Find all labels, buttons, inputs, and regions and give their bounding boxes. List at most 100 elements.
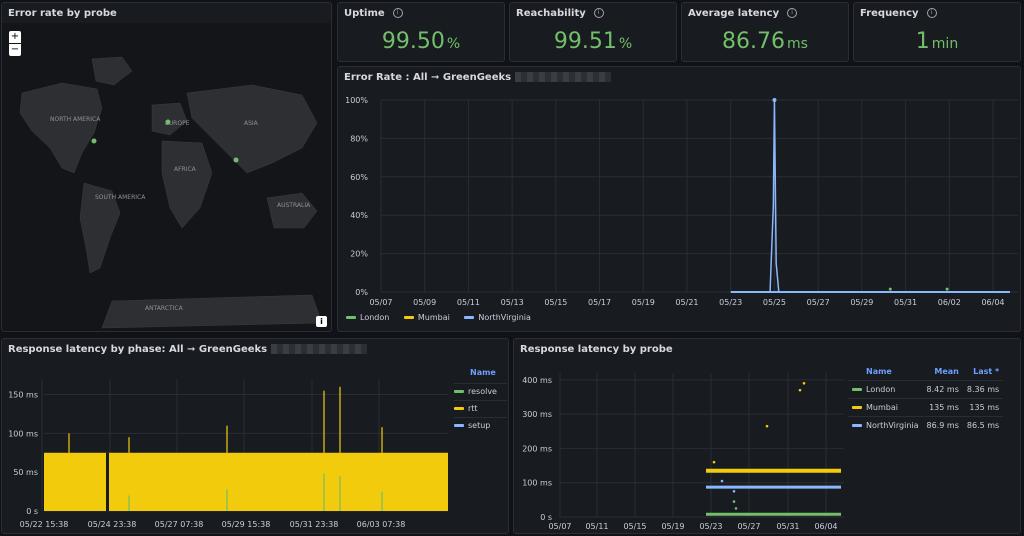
x-tick-label: 05/15 [544, 298, 567, 307]
data-point-mumbai [712, 460, 716, 464]
x-tick-label: 05/19 [661, 522, 684, 531]
x-tick-label: 05/15 [623, 522, 646, 531]
col-header-mean[interactable]: Mean [934, 367, 959, 376]
y-tick-label: 20% [350, 250, 368, 259]
latency-by-phase-chart[interactable]: 150 ms 100 ms 50 ms 0 s 05/22 15:38 05/24 23:… [2, 339, 509, 534]
x-tick-label: 05/31 23:38 [290, 520, 339, 529]
legend-item-mumbai[interactable]: Mumbai [403, 313, 450, 322]
probe-marker-london[interactable] [165, 119, 171, 125]
stat-latency-value: 86.76 [722, 29, 786, 54]
table-row[interactable]: Mumbai 135 ms 135 ms [848, 398, 1004, 417]
y-tick-label: 150 ms [8, 391, 38, 400]
x-tick-label: 06/04 [814, 522, 837, 531]
x-tick-label: 05/21 [675, 298, 698, 307]
legend-swatch [454, 407, 464, 410]
stat-reachability-value-wrap: 99.51% [510, 29, 676, 54]
x-tick-label: 06/04 [981, 298, 1004, 307]
legend-item-northvirginia[interactable]: NorthVirginia [464, 313, 531, 322]
map-panel-title: Error rate by probe [8, 8, 117, 19]
stat-latency-unit: ms [787, 36, 808, 52]
col-header-name[interactable]: Name [866, 367, 892, 376]
stat-reachability-unit: % [618, 36, 633, 52]
continent-label-europe: EUROPE [165, 120, 190, 127]
y-tick-label: 50 ms [13, 468, 38, 477]
latency-by-probe-panel: Response latency by probe 400 ms 300 ms 20… [513, 338, 1021, 534]
world-map[interactable]: NORTH AMERICA EUROPE ASIA AFRICA SOUTH A… [2, 23, 332, 332]
y-tick-label: 100 ms [522, 479, 552, 488]
x-tick-label: 05/31 [894, 298, 917, 307]
stat-reachability: Reachability i 99.51% [509, 2, 677, 62]
row-mean: 135 ms [922, 398, 963, 417]
info-icon[interactable]: i [787, 8, 798, 18]
legend-item-resolve[interactable]: resolve [454, 383, 507, 400]
y-tick-label: 80% [350, 134, 368, 143]
stat-frequency-value: 1 [915, 29, 930, 54]
stat-frequency: Frequency i 1 min [853, 2, 1021, 62]
legend-item-rtt[interactable]: rtt [454, 400, 507, 417]
y-tick-label: 400 ms [522, 376, 552, 385]
x-tick-label: 05/23 [699, 522, 722, 531]
x-tick-label: 05/13 [501, 298, 524, 307]
stat-uptime-unit: % [446, 36, 461, 52]
info-icon[interactable]: i [392, 8, 403, 18]
x-tick-label: 05/11 [457, 298, 480, 307]
legend-swatch [403, 316, 414, 319]
legend-swatch [454, 424, 464, 427]
row-name: Mumbai [866, 403, 898, 412]
table-row[interactable]: London 8.42 ms 8.36 ms [848, 380, 1004, 399]
probe-marker-mumbai[interactable] [233, 157, 239, 163]
legend-label-mumbai: Mumbai [417, 313, 450, 322]
y-tick-label: 100% [345, 96, 368, 105]
legend-label-london: London [360, 313, 390, 322]
data-point-northvirginia [720, 479, 724, 483]
y-tick-label: 40% [350, 211, 368, 220]
legend-label-resolve: resolve [468, 387, 497, 396]
x-tick-label: 05/27 [807, 298, 830, 307]
col-header-last[interactable]: Last * [973, 367, 1000, 376]
error-rate-panel: Error Rate : All ➞ GreenGeeks 100% 80% 60%… [337, 66, 1021, 332]
error-rate-legend: London Mumbai NorthVirginia [346, 313, 531, 322]
x-tick-label: 05/19 [632, 298, 655, 307]
data-point-london [732, 500, 736, 503]
row-last: 135 ms [962, 398, 1004, 417]
zoom-out-button[interactable]: − [9, 44, 21, 56]
x-tick-label: 06/03 07:38 [357, 520, 406, 529]
stat-uptime-value: 99.50 [381, 29, 445, 54]
info-icon[interactable]: i [926, 8, 937, 18]
redacted-host [515, 72, 612, 82]
data-point-london [945, 287, 949, 291]
stat-frequency-unit: min [931, 36, 959, 52]
x-tick-label: 05/07 [369, 298, 392, 307]
legend-label-setup: setup [468, 421, 491, 430]
latency-by-probe-chart[interactable]: 400 ms 300 ms 200 ms 100 ms 0 s05/07 05/11 05/… [514, 339, 1021, 534]
x-tick-label: 05/27 [737, 522, 760, 531]
x-tick-label: 05/24 23:38 [88, 520, 137, 529]
series-area-gap [106, 452, 109, 511]
x-tick-label: 05/25 [763, 298, 786, 307]
stat-latency-value-wrap: 86.76 ms [682, 29, 848, 54]
stat-frequency-label: Frequency [860, 8, 919, 19]
data-point-northvirginia-peak [772, 98, 777, 102]
data-point-mumbai [802, 381, 806, 385]
continent-label-asia: ASIA [244, 120, 259, 127]
map-info-button[interactable]: i [316, 316, 327, 327]
y-tick-label: 0 s [26, 507, 38, 516]
legend-item-setup[interactable]: setup [454, 417, 507, 434]
x-tick-label: 05/09 [413, 298, 436, 307]
legend-swatch [464, 316, 475, 319]
y-tick-label: 200 ms [522, 444, 552, 453]
row-mean: 8.42 ms [922, 380, 963, 399]
legend-item-london[interactable]: London [346, 313, 389, 322]
error-rate-chart[interactable]: 100% 80% 60% 40% 20% 0%05/07 05/09 05/11 05/13 05… [338, 67, 1021, 332]
info-icon[interactable]: i [593, 8, 604, 18]
probe-marker-northvirginia[interactable] [91, 138, 97, 144]
phase-legend: resolve rtt setup [454, 383, 507, 434]
y-tick-label: 0% [355, 288, 368, 297]
series-area-rtt [44, 452, 448, 511]
legend-swatch [454, 390, 464, 393]
legend-label-northvirginia: NorthVirginia [478, 313, 531, 322]
table-row[interactable]: NorthVirginia 86.9 ms 86.5 ms [848, 416, 1004, 434]
table-header-row: Name Mean Last * [848, 367, 1003, 381]
row-name: NorthVirginia [866, 421, 919, 430]
zoom-in-button[interactable]: + [9, 31, 21, 43]
